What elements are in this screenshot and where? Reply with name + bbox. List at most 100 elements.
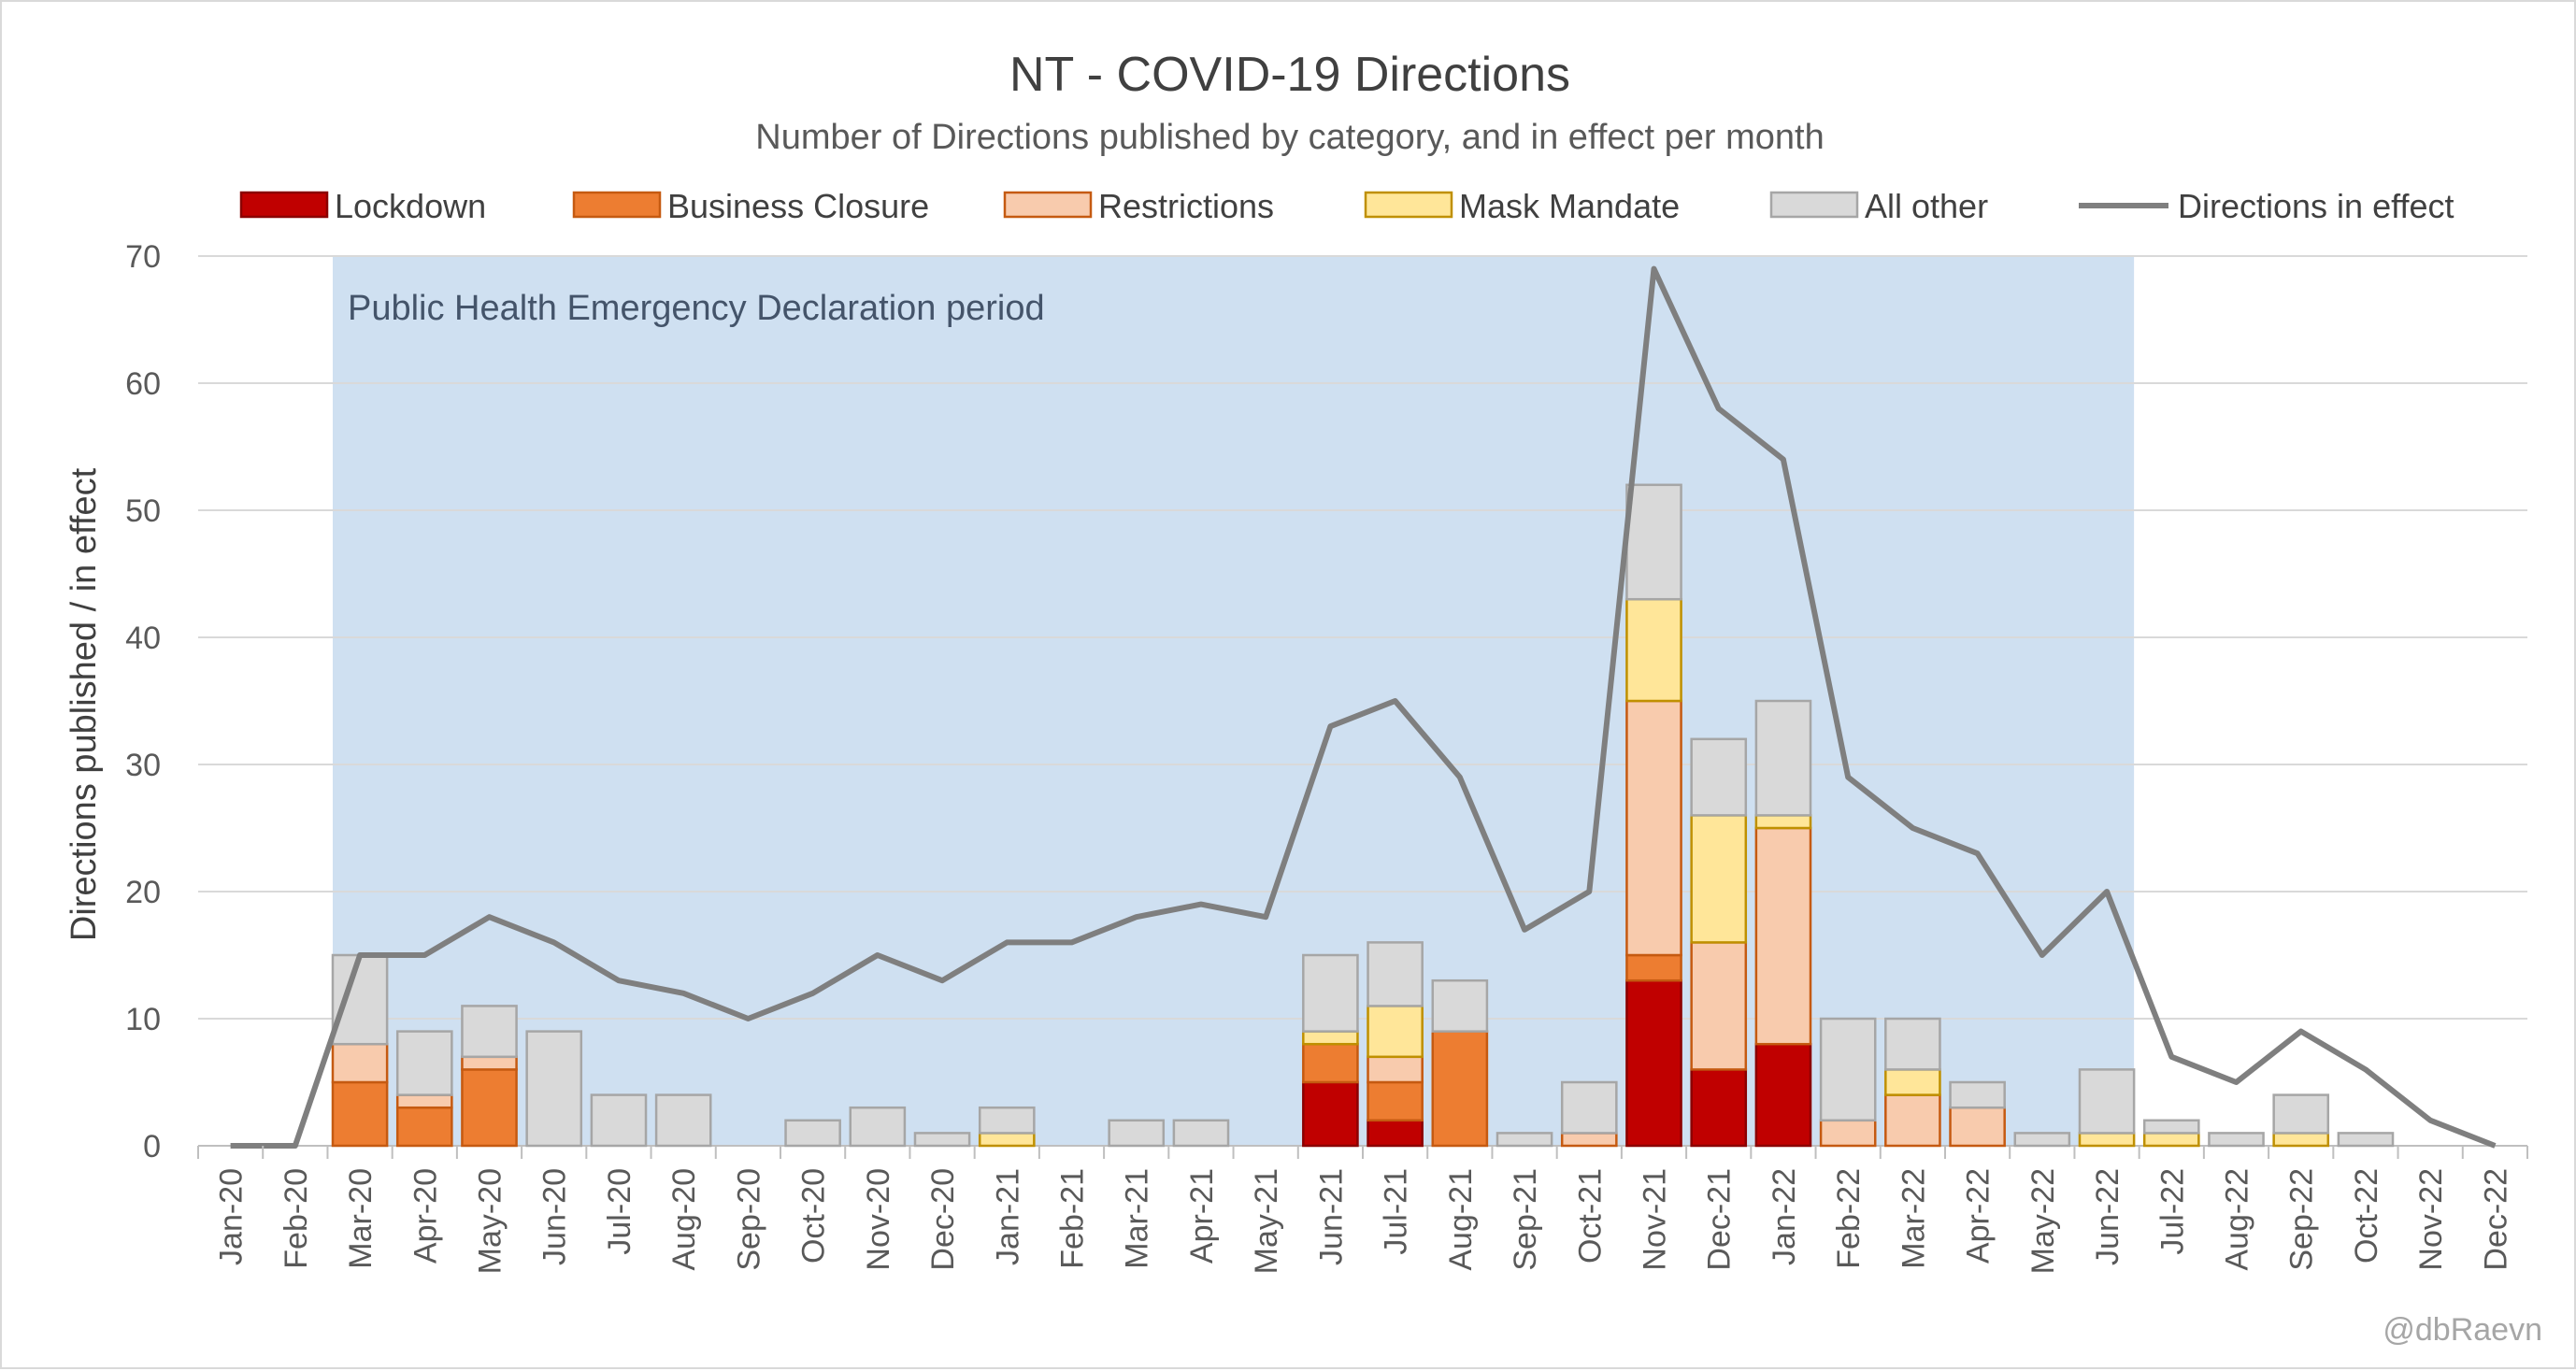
- bar-lockdown: [1690, 1068, 1748, 1148]
- x-tick-label: Aug-20: [666, 1168, 702, 1271]
- x-tick-label: Dec-21: [1702, 1168, 1738, 1271]
- x-tick-label: Nov-20: [861, 1168, 896, 1271]
- bar-all-other: [1496, 1132, 1553, 1148]
- bar-mask-mandate: [1754, 814, 1812, 830]
- bar-all-other: [654, 1093, 712, 1148]
- bar-all-other: [331, 953, 389, 1046]
- legend-swatch: [1769, 191, 1859, 219]
- x-tick-label: Apr-21: [1184, 1168, 1220, 1264]
- x-tick-label: Feb-20: [279, 1168, 314, 1269]
- bar-mask-mandate: [2078, 1132, 2136, 1148]
- legend-swatch: [572, 191, 662, 219]
- bar-all-other: [784, 1119, 841, 1148]
- bar-restrictions: [1690, 941, 1748, 1071]
- bar-all-other: [1302, 953, 1359, 1033]
- shaded-period-label: Public Health Emergency Declaration peri…: [348, 289, 1045, 328]
- x-tick-label: Nov-22: [2413, 1168, 2449, 1271]
- x-tick-label: Dec-22: [2478, 1168, 2513, 1271]
- x-tick-label: Dec-20: [925, 1168, 961, 1271]
- y-tick-label: 70: [125, 239, 161, 275]
- bar-all-other: [395, 1030, 453, 1096]
- x-tick-label: May-22: [2025, 1168, 2061, 1274]
- bar-mask-mandate: [2142, 1132, 2200, 1148]
- bar-lockdown: [1754, 1042, 1812, 1148]
- bar-mask-mandate: [978, 1132, 1036, 1148]
- bar-mask-mandate: [1884, 1068, 1941, 1096]
- bar-all-other: [1754, 699, 1812, 817]
- bar-restrictions: [1560, 1132, 1618, 1148]
- x-tick-label: Feb-22: [1831, 1168, 1867, 1269]
- bar-business-closure: [1625, 953, 1682, 982]
- x-tick-label: Jun-21: [1313, 1168, 1349, 1265]
- bar-all-other: [1367, 941, 1424, 1007]
- bar-all-other: [1819, 1017, 1877, 1122]
- bar-all-other: [1108, 1119, 1166, 1148]
- bar-lockdown: [1625, 978, 1682, 1148]
- x-tick-label: Sep-22: [2284, 1168, 2320, 1271]
- y-tick-label: 60: [125, 366, 161, 402]
- x-tick-label: Mar-22: [1896, 1168, 1931, 1269]
- x-tick-label: Aug-21: [1443, 1168, 1479, 1271]
- y-tick-label: 50: [125, 493, 161, 529]
- x-tick-label: Jul-20: [602, 1168, 637, 1255]
- legend-label: Lockdown: [335, 187, 486, 225]
- bar-restrictions: [1367, 1055, 1424, 1084]
- bar-mask-mandate: [1367, 1005, 1424, 1059]
- line-directions-in-effect: [230, 265, 2497, 1149]
- y-tick-label: 20: [125, 875, 161, 910]
- bar-all-other: [978, 1106, 1036, 1135]
- bar-mask-mandate: [1690, 814, 1748, 944]
- x-tick-label: Jan-22: [1767, 1168, 1802, 1265]
- x-tick-label: Aug-22: [2220, 1168, 2255, 1271]
- x-tick-label: Apr-20: [408, 1168, 443, 1264]
- bar-restrictions: [1819, 1119, 1877, 1148]
- y-tick-label: 40: [125, 621, 161, 656]
- x-tick-label: Oct-22: [2349, 1168, 2384, 1264]
- x-tick-label: Jul-21: [1379, 1168, 1414, 1255]
- bar-business-closure: [1302, 1042, 1359, 1084]
- bar-all-other: [590, 1093, 648, 1148]
- shaded-period-band: [332, 256, 2135, 1146]
- bar-lockdown: [1367, 1119, 1424, 1148]
- x-tick-label: May-21: [1249, 1168, 1284, 1274]
- legend-label: All other: [1865, 187, 1988, 225]
- x-tick-label: Oct-20: [796, 1168, 832, 1264]
- y-tick-label: 10: [125, 1002, 161, 1037]
- bar-all-other: [2078, 1068, 2136, 1135]
- chart-subtitle: Number of Directions published by catego…: [755, 118, 1824, 157]
- bar-mask-mandate: [1625, 597, 1682, 703]
- bar-all-other: [2013, 1132, 2071, 1148]
- bar-business-closure: [331, 1080, 389, 1148]
- bar-restrictions: [1625, 699, 1682, 957]
- bar-all-other: [1172, 1119, 1230, 1148]
- bar-all-other: [1884, 1017, 1941, 1071]
- bar-all-other: [2337, 1132, 2395, 1148]
- x-tick-label: Mar-20: [343, 1168, 379, 1269]
- x-tick-label: Sep-20: [731, 1168, 766, 1271]
- bar-mask-mandate: [2272, 1132, 2330, 1148]
- bar-all-other: [461, 1005, 518, 1059]
- bar-all-other: [2142, 1119, 2200, 1135]
- bar-restrictions: [331, 1042, 389, 1084]
- x-tick-label: Jan-21: [990, 1168, 1025, 1265]
- bar-restrictions: [1884, 1093, 1941, 1148]
- y-axis-label: Directions published / in effect: [64, 467, 104, 941]
- bar-all-other: [525, 1030, 583, 1148]
- bar-all-other: [1690, 737, 1748, 817]
- bar-restrictions: [461, 1055, 518, 1071]
- bar-all-other: [1560, 1080, 1618, 1135]
- chart-title: NT - COVID-19 Directions: [1009, 48, 1570, 102]
- bar-restrictions: [1754, 826, 1812, 1046]
- x-tick-label: Jun-20: [537, 1168, 573, 1265]
- bar-restrictions: [1949, 1106, 2006, 1148]
- bar-lockdown: [1302, 1080, 1359, 1148]
- y-tick-label: 30: [125, 748, 161, 783]
- y-tick-label: 0: [143, 1129, 161, 1164]
- bar-business-closure: [1431, 1030, 1489, 1148]
- legend-label: Business Closure: [667, 187, 929, 225]
- x-tick-label: Jun-22: [2090, 1168, 2125, 1265]
- x-tick-label: Apr-22: [1961, 1168, 1996, 1264]
- credit-text: @dbRaevn: [2383, 1312, 2542, 1348]
